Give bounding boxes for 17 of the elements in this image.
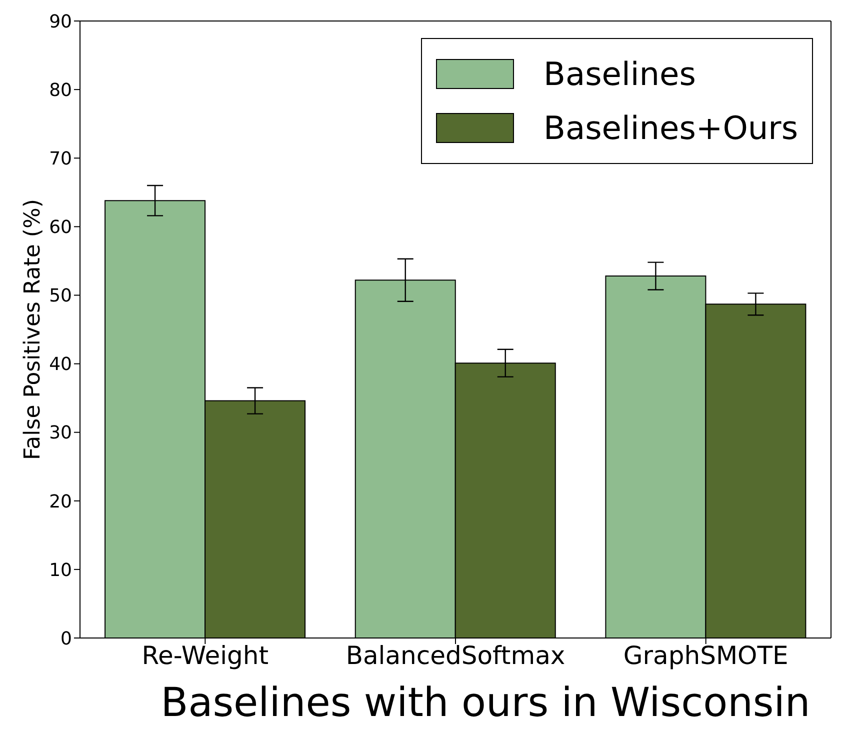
y-tick-label: 20 (49, 491, 72, 512)
y-tick-label: 80 (49, 80, 72, 101)
y-tick-label: 50 (49, 286, 72, 307)
x-axis-title: Baselines with ours in Wisconsin (160, 680, 810, 726)
y-tick-label: 70 (49, 148, 72, 170)
y-tick-label: 0 (60, 628, 72, 650)
y-tick-label: 90 (49, 11, 72, 32)
x-tick-label: BalancedSoftmax (346, 640, 566, 670)
legend-label: Baselines (544, 55, 696, 93)
y-tick-label: 40 (49, 354, 72, 376)
y-axis-title: False Positives Rate (%) (20, 199, 46, 460)
x-tick-label: Re-Weight (142, 640, 269, 670)
y-tick-label: 30 (49, 422, 72, 444)
y-tick-label: 60 (49, 217, 72, 238)
legend-label: Baselines+Ours (544, 109, 798, 147)
x-tick-label: GraphSMOTE (623, 640, 788, 670)
y-tick-label: 10 (49, 560, 72, 581)
